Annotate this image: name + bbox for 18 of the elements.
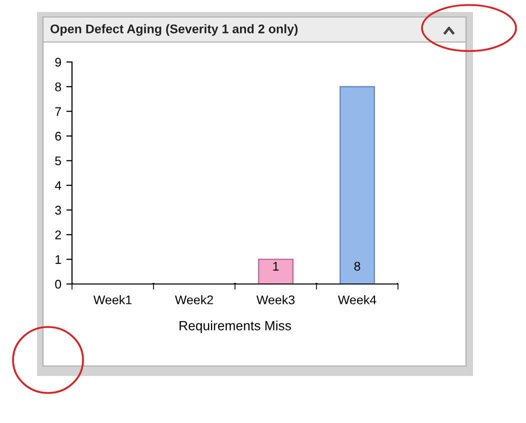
data-label: 1: [273, 262, 279, 271]
x-tick-label: Week3: [256, 295, 295, 304]
y-tick-label: 4: [54, 181, 62, 190]
data-label: 8: [354, 262, 360, 271]
y-tick-label: 9: [55, 58, 61, 67]
x-axis-title: Requirements Miss: [180, 320, 291, 333]
y-tick-label: 5: [55, 156, 62, 166]
x-tick-label: Week4: [338, 295, 376, 304]
y-tick-label: 1: [56, 255, 61, 264]
y-tick-label: 0: [55, 280, 62, 289]
y-tick-label: 2: [55, 230, 61, 240]
x-tick-label: Week1: [93, 295, 132, 304]
y-tick-label: 7: [55, 107, 61, 116]
y-tick-label: 6: [55, 132, 62, 141]
x-tick-label: Week2: [174, 295, 213, 304]
y-tick-label: 8: [55, 82, 62, 92]
y-tick-label: 3: [55, 206, 62, 215]
chart-title: Open Defect Aging (Severity 1 and 2 only): [50, 24, 298, 36]
